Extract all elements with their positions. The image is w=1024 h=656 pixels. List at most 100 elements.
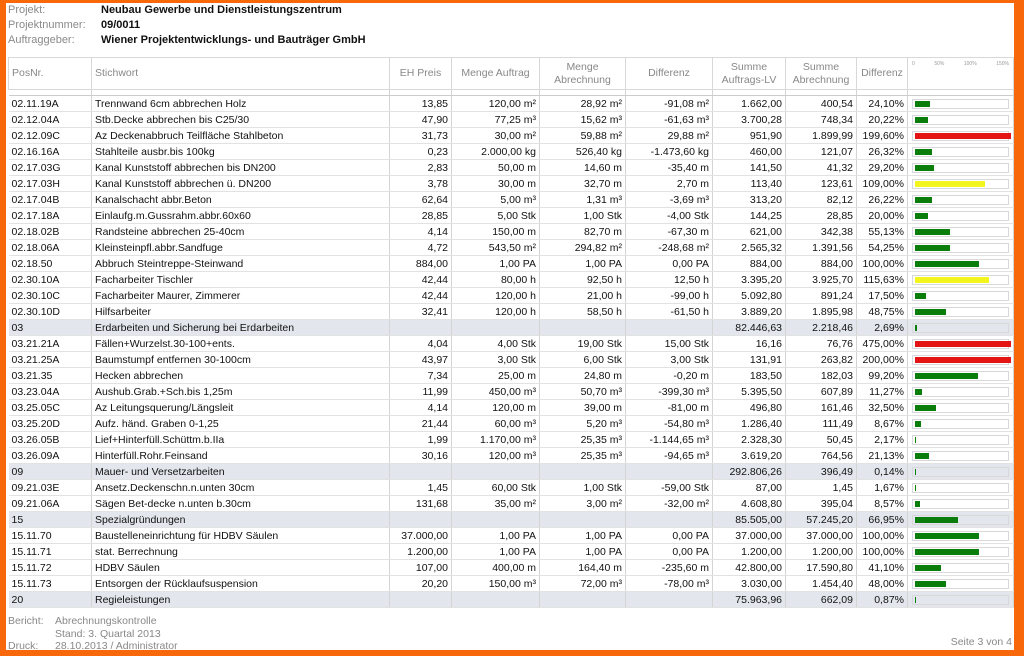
cell-eh-preis: 42,44	[389, 271, 452, 288]
percent-bar-track	[912, 546, 1009, 557]
client-name: Wiener Projektentwicklungs- und Bauträge…	[101, 34, 366, 46]
percent-bar-fill	[915, 564, 942, 571]
percent-bar-track	[912, 290, 1009, 301]
cell-eh-preis: 0,23	[389, 143, 452, 160]
report-label: Bericht:	[8, 615, 44, 627]
cell-differenz: 3,00 Stk	[625, 351, 713, 368]
cell-differenz-pct: 2,69%	[856, 319, 908, 336]
cell-menge-auftrag: 5,00 m³	[451, 191, 540, 208]
project-name: Neubau Gewerbe und Dienstleistungszentru…	[101, 4, 342, 16]
cell-summe-lv: 82.446,63	[712, 319, 786, 336]
percent-bar-track	[912, 594, 1009, 605]
cell-summe-abrechnung: 82,12	[785, 191, 857, 208]
cell-menge-abrechnung	[539, 591, 626, 608]
cell-bar	[907, 591, 1014, 608]
cell-stichwort: Mauer- und Versetzarbeiten	[91, 463, 390, 480]
percent-bar-track	[912, 434, 1009, 445]
cell-summe-abrechnung: 662,09	[785, 591, 857, 608]
cell-posnr: 03	[8, 319, 92, 336]
table-row: 15.11.73 Entsorgen der Rücklaufsuspension…	[8, 575, 1014, 592]
client-line: Auftraggeber: Wiener Projektentwicklungs-…	[8, 33, 366, 47]
cell-eh-preis: 37.000,00	[389, 527, 452, 544]
percent-bar-fill	[915, 436, 917, 443]
cell-summe-lv: 144,25	[712, 207, 786, 224]
cell-menge-auftrag: 1,00 PA	[451, 543, 540, 560]
percent-bar-track	[912, 322, 1009, 333]
cell-differenz: -399,30 m³	[625, 383, 713, 400]
cell-menge-abrechnung: 21,00 h	[539, 287, 626, 304]
cell-menge-abrechnung: 15,62 m³	[539, 111, 626, 128]
cell-differenz-pct: 1,67%	[856, 479, 908, 496]
percent-bar-fill	[915, 244, 950, 251]
cell-summe-abrechnung: 111,49	[785, 415, 857, 432]
cell-differenz: -0,20 m	[625, 367, 713, 384]
cell-differenz: -3,69 m³	[625, 191, 713, 208]
percent-bar-track	[912, 178, 1009, 189]
table-row: 02.30.10D Hilfsarbeiter 32,41 120,00 h 58,50…	[8, 303, 1014, 320]
table-row: 03.21.35 Hecken abbrechen 7,34 25,00 m 24,80…	[8, 367, 1014, 384]
cell-menge-auftrag: 1,00 PA	[451, 255, 540, 272]
cell-summe-abrechnung: 607,89	[785, 383, 857, 400]
cell-differenz: 2,70 m	[625, 175, 713, 192]
cell-differenz: -94,65 m³	[625, 447, 713, 464]
cell-bar	[907, 495, 1014, 512]
percent-bar-track	[912, 194, 1009, 205]
cell-summe-lv: 2.565,32	[712, 239, 786, 256]
cell-differenz	[625, 591, 713, 608]
cell-summe-lv: 16,16	[712, 335, 786, 352]
cell-posnr: 02.30.10C	[8, 287, 92, 304]
cell-differenz: -61,63 m³	[625, 111, 713, 128]
cell-menge-abrechnung: 19,00 Stk	[539, 335, 626, 352]
percent-bar-track	[912, 530, 1009, 541]
cell-eh-preis: 884,00	[389, 255, 452, 272]
percent-bar-fill	[915, 356, 1011, 363]
cell-summe-lv: 75.963,96	[712, 591, 786, 608]
percent-bar-fill	[915, 532, 979, 539]
cell-summe-abrechnung: 1,45	[785, 479, 857, 496]
report-stand: Stand: 3. Quartal 2013	[55, 628, 161, 640]
cell-summe-lv: 3.889,20	[712, 303, 786, 320]
cell-menge-auftrag: 120,00 h	[451, 287, 540, 304]
client-label: Auftraggeber:	[8, 34, 75, 46]
cell-summe-abrechnung: 1.391,56	[785, 239, 857, 256]
table-row: 03.25.20D Aufz. händ. Graben 0-1,25 21,44 6…	[8, 415, 1014, 432]
cell-stichwort: Spezialgründungen	[91, 511, 390, 528]
cell-bar	[907, 127, 1014, 144]
cell-eh-preis: 1.200,00	[389, 543, 452, 560]
cell-bar	[907, 399, 1014, 416]
percent-bar-track	[912, 418, 1009, 429]
cell-posnr: 15.11.71	[8, 543, 92, 560]
cell-summe-abrechnung: 1.899,99	[785, 127, 857, 144]
cell-menge-auftrag: 400,00 m	[451, 559, 540, 576]
cell-menge-abrechnung: 82,70 m	[539, 223, 626, 240]
cell-bar	[907, 479, 1014, 496]
cell-differenz: 0,00 PA	[625, 527, 713, 544]
cell-summe-abrechnung: 396,49	[785, 463, 857, 480]
project-number-label: Projektnummer:	[8, 19, 86, 31]
percent-bar-fill	[915, 308, 947, 315]
cell-differenz-pct: 115,63%	[856, 271, 908, 288]
group-row: 15 Spezialgründungen 85.505,00 57.245,20 66,…	[8, 511, 1014, 528]
spacer-row	[8, 89, 1014, 96]
cell-bar	[907, 463, 1014, 480]
cell-differenz: 12,50 h	[625, 271, 713, 288]
cell-summe-abrechnung: 395,04	[785, 495, 857, 512]
cell-menge-abrechnung: 50,70 m³	[539, 383, 626, 400]
page-number: Seite 3 von 4	[950, 636, 1012, 648]
percent-bar-fill	[915, 100, 931, 107]
cell-summe-lv: 3.700,28	[712, 111, 786, 128]
cell-eh-preis: 43,97	[389, 351, 452, 368]
cell-posnr: 09.21.03E	[8, 479, 92, 496]
cell-menge-auftrag	[451, 511, 540, 528]
cell-summe-abrechnung: 3.925,70	[785, 271, 857, 288]
cell-stichwort: Fällen+Wurzelst.30-100+ents.	[91, 335, 390, 352]
cell-menge-abrechnung: 1,00 Stk	[539, 479, 626, 496]
cell-bar	[907, 511, 1014, 528]
percent-bar-fill	[915, 420, 921, 427]
cell-menge-abrechnung: 25,35 m³	[539, 431, 626, 448]
cell-stichwort: Az Leitungsquerung/Längsleit	[91, 399, 390, 416]
cell-differenz-pct: 8,57%	[856, 495, 908, 512]
cell-summe-lv: 37.000,00	[712, 527, 786, 544]
cell-differenz-pct: 32,50%	[856, 399, 908, 416]
col-summe-abrechnung: Summe Abrechnung	[785, 57, 857, 90]
